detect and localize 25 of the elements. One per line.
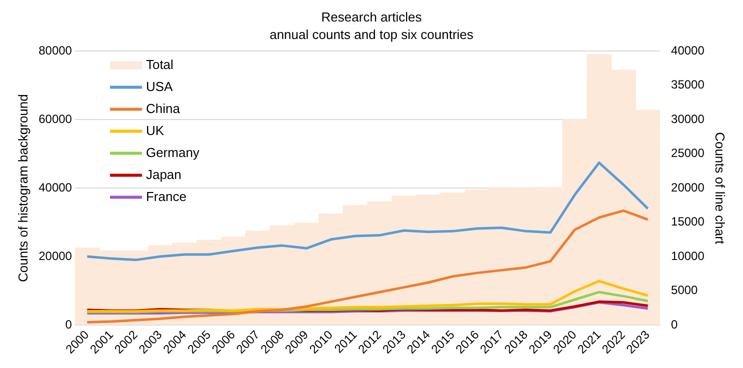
y2-tick-label: 0 bbox=[671, 317, 678, 332]
y-axis-title: Counts of histogram background bbox=[15, 94, 30, 282]
legend-label: Total bbox=[146, 56, 174, 72]
chart-subtitle: annual counts and top six countries bbox=[270, 26, 474, 42]
y-tick-label: 0 bbox=[65, 317, 72, 332]
y2-tick-label: 25000 bbox=[671, 146, 705, 160]
y-tick-label: 80000 bbox=[38, 44, 72, 58]
legend-label: China bbox=[146, 100, 181, 116]
y2-tick-label: 5000 bbox=[671, 283, 698, 298]
chart-title: Research articles bbox=[321, 9, 422, 24]
y2-tick-label: 30000 bbox=[671, 112, 705, 126]
y2-tick-label: 35000 bbox=[671, 78, 705, 92]
y2-tick-label: 20000 bbox=[671, 180, 705, 194]
y2-tick-label: 10000 bbox=[671, 248, 705, 263]
y2-tick-label: 15000 bbox=[671, 214, 705, 229]
legend-label: UK bbox=[146, 122, 164, 138]
y2-axis-title: Counts of line chart bbox=[712, 132, 728, 244]
y2-tick-label: 40000 bbox=[671, 44, 705, 58]
y-tick-label: 40000 bbox=[38, 180, 72, 194]
legend-label: Germany bbox=[146, 144, 200, 160]
y-tick-label: 20000 bbox=[38, 248, 72, 263]
legend-label: USA bbox=[146, 78, 174, 94]
y-tick-label: 60000 bbox=[38, 112, 72, 126]
legend-label: Japan bbox=[146, 166, 182, 182]
legend-label: France bbox=[146, 188, 186, 204]
